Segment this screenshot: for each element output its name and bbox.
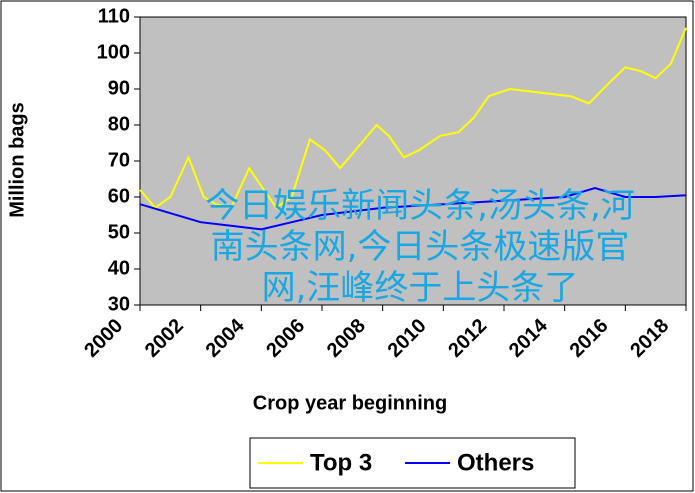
line-series bbox=[139, 27, 687, 210]
legend-label: Top 3 bbox=[310, 449, 372, 476]
y-tick-label: 80 bbox=[108, 113, 130, 135]
x-axis-label: Crop year beginning bbox=[253, 392, 447, 414]
y-tick-label: 30 bbox=[108, 293, 130, 315]
y-tick-label: 40 bbox=[108, 257, 130, 279]
overlay-text: 今日娱乐新闻头条,汤头条,河南头条网,今日头条极速版官网,汪峰终于上头条了 bbox=[205, 186, 635, 308]
line-series bbox=[139, 186, 687, 231]
plot-area bbox=[139, 16, 687, 306]
y-axis-label: Million bags bbox=[6, 102, 28, 218]
y-tick-label: 60 bbox=[108, 185, 130, 207]
y-tick-label: 100 bbox=[97, 41, 130, 63]
y-tick-label: 90 bbox=[108, 77, 130, 99]
y-tick-label: 50 bbox=[108, 221, 130, 243]
y-tick-label: 110 bbox=[98, 5, 130, 27]
y-tick-label: 70 bbox=[108, 149, 130, 171]
legend-label: Others bbox=[457, 449, 534, 476]
